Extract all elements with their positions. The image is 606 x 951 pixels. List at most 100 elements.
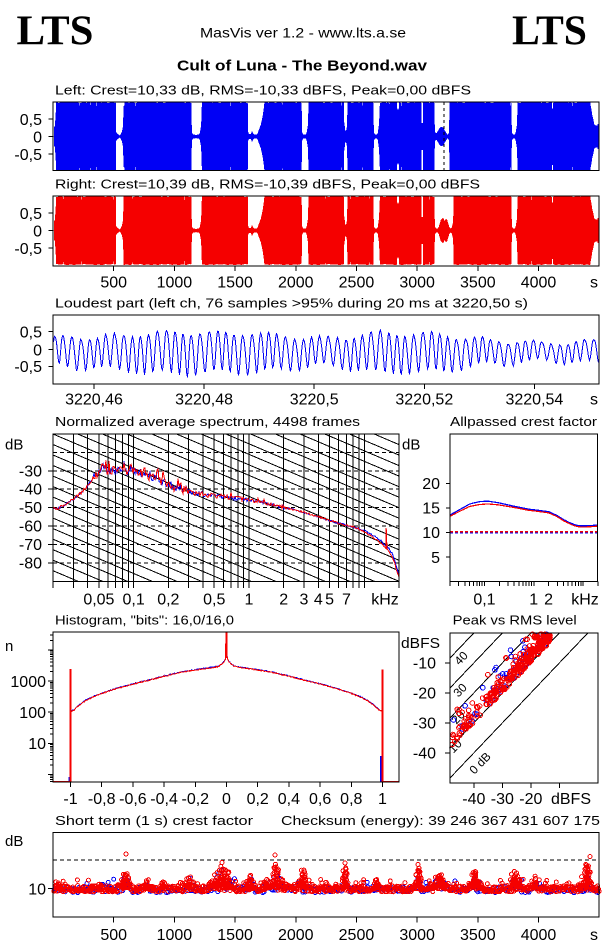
svg-text:Peak vs RMS level: Peak vs RMS level xyxy=(453,613,577,628)
svg-text:n: n xyxy=(5,638,13,655)
svg-text:MasVis ver 1.2 - www.lts.a.se: MasVis ver 1.2 - www.lts.a.se xyxy=(200,25,406,41)
svg-text:10: 10 xyxy=(28,882,46,899)
svg-text:-60: -60 xyxy=(19,519,42,536)
svg-text:3000: 3000 xyxy=(399,927,435,944)
svg-text:3: 3 xyxy=(300,592,309,609)
svg-text:kHz: kHz xyxy=(371,592,399,609)
svg-text:3220,5: 3220,5 xyxy=(290,391,339,408)
svg-text:3220,54: 3220,54 xyxy=(505,391,563,408)
svg-text:-80: -80 xyxy=(19,555,42,572)
svg-text:3500: 3500 xyxy=(460,275,496,292)
svg-text:2000: 2000 xyxy=(278,927,314,944)
svg-text:0: 0 xyxy=(33,342,42,359)
svg-text:-70: -70 xyxy=(19,537,42,554)
svg-text:5: 5 xyxy=(325,592,334,609)
svg-text:0,5: 0,5 xyxy=(203,592,225,609)
svg-text:0 dB: 0 dB xyxy=(467,749,494,776)
svg-text:LTS: LTS xyxy=(512,9,587,55)
svg-text:10: 10 xyxy=(422,525,440,542)
svg-text:s: s xyxy=(590,927,598,944)
svg-text:100: 100 xyxy=(19,705,46,722)
svg-text:0,05: 0,05 xyxy=(83,592,114,609)
svg-text:0,1: 0,1 xyxy=(122,592,144,609)
svg-text:-10: -10 xyxy=(413,656,436,673)
svg-text:dB: dB xyxy=(402,437,420,454)
svg-text:-40: -40 xyxy=(413,746,436,763)
svg-text:-0,5: -0,5 xyxy=(14,147,42,164)
svg-text:Cult of Luna - The Beyond.wav: Cult of Luna - The Beyond.wav xyxy=(177,58,428,75)
svg-text:-40: -40 xyxy=(462,791,485,808)
svg-text:4000: 4000 xyxy=(521,927,557,944)
svg-text:Left: Crest=10,33 dB, RMS=-10,: Left: Crest=10,33 dB, RMS=-10,33 dBFS, P… xyxy=(55,83,471,98)
svg-text:2: 2 xyxy=(544,592,553,609)
svg-text:Loudest part (left ch, 76 sam: Loudest part (left ch, 76 samples >95% d… xyxy=(55,296,528,311)
svg-text:30: 30 xyxy=(450,680,470,700)
svg-text:-0,8: -0,8 xyxy=(88,791,116,808)
svg-text:0,2: 0,2 xyxy=(157,592,179,609)
svg-text:0,5: 0,5 xyxy=(20,112,42,129)
svg-text:1000: 1000 xyxy=(157,275,193,292)
svg-text:-20: -20 xyxy=(519,791,542,808)
svg-text:2500: 2500 xyxy=(339,927,375,944)
svg-text:0: 0 xyxy=(222,791,231,808)
svg-text:500: 500 xyxy=(100,275,127,292)
svg-text:Normalized average spectrum, 4: Normalized average spectrum, 4498 frames xyxy=(55,414,361,429)
svg-text:-30: -30 xyxy=(19,463,42,480)
svg-text:2000: 2000 xyxy=(278,275,314,292)
svg-text:-0,5: -0,5 xyxy=(14,241,42,258)
svg-text:1500: 1500 xyxy=(217,927,253,944)
svg-text:Checksum (energy): 39 246 367: Checksum (energy): 39 246 367 431 607 17… xyxy=(281,813,600,828)
svg-text:0,8: 0,8 xyxy=(340,791,362,808)
svg-text:0: 0 xyxy=(33,223,42,240)
svg-text:1000: 1000 xyxy=(10,674,46,691)
svg-text:0: 0 xyxy=(33,129,42,146)
svg-text:0,2: 0,2 xyxy=(247,791,269,808)
svg-text:1: 1 xyxy=(529,592,538,609)
svg-text:LTS: LTS xyxy=(17,9,94,55)
svg-text:15: 15 xyxy=(422,501,440,518)
svg-text:-30: -30 xyxy=(491,791,514,808)
svg-text:0,4: 0,4 xyxy=(278,791,300,808)
svg-text:20: 20 xyxy=(422,476,440,493)
svg-text:3220,46: 3220,46 xyxy=(65,391,123,408)
svg-text:7: 7 xyxy=(342,592,351,609)
svg-text:10: 10 xyxy=(28,736,46,753)
svg-text:-20: -20 xyxy=(413,686,436,703)
svg-text:dB: dB xyxy=(5,437,23,454)
svg-text:s: s xyxy=(590,275,598,292)
svg-text:3220,52: 3220,52 xyxy=(395,391,453,408)
svg-text:-40: -40 xyxy=(19,482,42,499)
svg-text:dBFS: dBFS xyxy=(551,791,591,808)
svg-text:s: s xyxy=(590,391,598,408)
svg-text:40: 40 xyxy=(451,648,471,668)
svg-text:4: 4 xyxy=(314,592,323,609)
svg-text:0,1: 0,1 xyxy=(473,592,495,609)
svg-text:5: 5 xyxy=(431,550,440,567)
svg-text:3000: 3000 xyxy=(399,275,435,292)
svg-text:4000: 4000 xyxy=(521,275,557,292)
svg-text:-0,5: -0,5 xyxy=(14,359,42,376)
svg-text:2: 2 xyxy=(279,592,288,609)
svg-text:dB: dB xyxy=(5,833,23,850)
svg-text:0,6: 0,6 xyxy=(309,791,331,808)
svg-text:dBFS: dBFS xyxy=(401,635,440,652)
svg-text:1000: 1000 xyxy=(157,927,193,944)
svg-text:0,5: 0,5 xyxy=(20,325,42,342)
svg-text:2500: 2500 xyxy=(339,275,375,292)
svg-text:Allpassed crest factor: Allpassed crest factor xyxy=(450,414,598,429)
svg-text:-0,6: -0,6 xyxy=(119,791,147,808)
svg-text:-30: -30 xyxy=(413,716,436,733)
svg-text:-0,2: -0,2 xyxy=(182,791,210,808)
svg-text:3220,48: 3220,48 xyxy=(175,391,233,408)
svg-text:0,5: 0,5 xyxy=(20,206,42,223)
svg-text:3500: 3500 xyxy=(460,927,496,944)
svg-text:Histogram, "bits": 16,0/16,0: Histogram, "bits": 16,0/16,0 xyxy=(55,613,234,628)
svg-text:1: 1 xyxy=(244,592,253,609)
svg-text:500: 500 xyxy=(100,927,127,944)
svg-text:-0,4: -0,4 xyxy=(150,791,178,808)
svg-text:Right: Crest=10,39 dB, RMS=-10: Right: Crest=10,39 dB, RMS=-10,39 dBFS, … xyxy=(55,177,480,192)
svg-text:-1: -1 xyxy=(63,791,77,808)
svg-text:1: 1 xyxy=(378,791,387,808)
svg-text:Short term (1 s) crest factor: Short term (1 s) crest factor xyxy=(55,813,254,828)
svg-text:-50: -50 xyxy=(19,500,42,517)
